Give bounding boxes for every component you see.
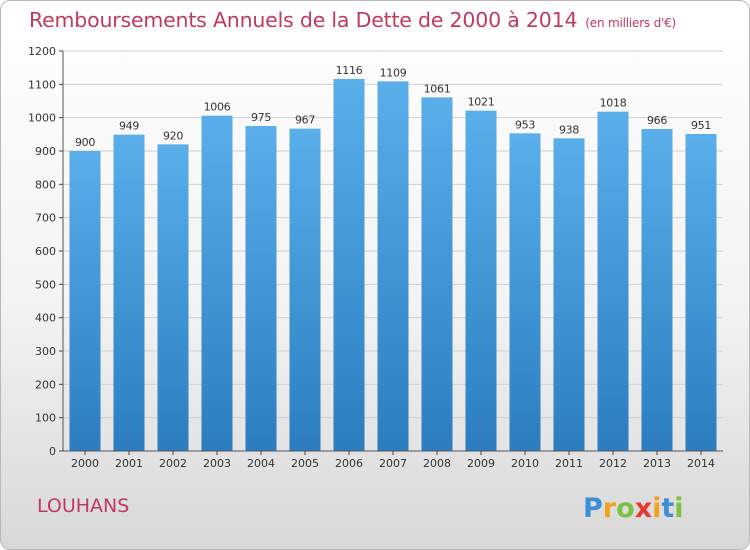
y-tick-label: 500 [35, 278, 56, 291]
bar-value-label: 938 [559, 123, 579, 136]
bar-value-label: 1021 [468, 96, 495, 109]
x-tick-label: 2003 [203, 457, 231, 470]
y-tick-label: 400 [35, 312, 56, 325]
bar-2004[interactable] [245, 126, 277, 451]
x-tick-label: 2011 [555, 457, 583, 470]
x-tick-label: 2014 [687, 457, 715, 470]
bar-2008[interactable] [421, 97, 453, 451]
x-tick-label: 2013 [643, 457, 671, 470]
x-tick-label: 2010 [511, 457, 539, 470]
y-tick-label: 1200 [28, 45, 56, 58]
bar-value-label: 920 [163, 129, 183, 142]
bar-value-label: 1018 [600, 97, 627, 110]
chart-title-text: Remboursements Annuels de la Dette de 20… [29, 8, 578, 32]
bar-2003[interactable] [201, 115, 233, 452]
bar-2002[interactable] [157, 144, 189, 452]
y-tick-label: 800 [35, 178, 56, 191]
y-tick-label: 300 [35, 345, 56, 358]
bar-value-label: 1116 [336, 64, 363, 77]
y-tick-label: 1000 [28, 112, 56, 125]
axes: 0 100 200 300 400 500 600 700 800 900 1000 1100 1200… [28, 45, 723, 470]
x-tick-label: 2002 [159, 457, 187, 470]
bar-2005[interactable] [289, 128, 321, 451]
y-tick-label: 900 [35, 145, 56, 158]
bar-2001[interactable] [113, 134, 145, 451]
bar-value-label: 966 [647, 114, 667, 127]
bar-2013[interactable] [641, 129, 673, 451]
bar-value-label: 1109 [380, 66, 407, 79]
y-tick-label: 700 [35, 212, 56, 225]
x-tick-label: 2000 [71, 457, 99, 470]
y-tick-label: 100 [35, 412, 56, 425]
bar-2014[interactable] [685, 134, 717, 451]
bar-2010[interactable] [509, 133, 541, 452]
bar-2009[interactable] [465, 110, 497, 452]
y-tick-label: 600 [35, 245, 56, 258]
bar-value-label: 1006 [204, 101, 231, 114]
bar-value-label: 949 [119, 120, 139, 133]
bar-value-label: 953 [515, 118, 535, 131]
bar-value-label: 975 [251, 111, 271, 124]
chart-subtitle: (en milliers d'€) [585, 16, 677, 30]
x-tick-label: 2008 [423, 457, 451, 470]
bar-2012[interactable] [597, 111, 629, 452]
city-name: LOUHANS [37, 495, 130, 517]
bar-2011[interactable] [553, 138, 585, 452]
y-tick-label: 200 [35, 378, 56, 391]
x-tick-label: 2001 [115, 457, 143, 470]
chart-title: Remboursements Annuels de la Dette de 20… [29, 8, 676, 32]
y-tick-label: 1100 [28, 78, 56, 91]
bars [69, 79, 717, 452]
x-tick-label: 2006 [335, 457, 363, 470]
bar-value-label: 1061 [424, 82, 451, 95]
bar-value-label: 967 [295, 114, 315, 127]
x-tick-label: 2009 [467, 457, 495, 470]
bar-value-label: 951 [691, 119, 711, 132]
x-tick-label: 2004 [247, 457, 275, 470]
x-tick-label: 2012 [599, 457, 627, 470]
y-tick-label: 0 [49, 445, 56, 458]
proxiti-logo[interactable]: Proxiti [583, 491, 693, 525]
bar-2007[interactable] [377, 81, 409, 451]
bar-2006[interactable] [333, 79, 365, 451]
x-tick-label: 2005 [291, 457, 319, 470]
bar-2000[interactable] [69, 151, 101, 451]
bar-value-label: 900 [75, 136, 95, 149]
proxiti-logo-text: Proxiti [583, 493, 684, 524]
x-tick-label: 2007 [379, 457, 407, 470]
